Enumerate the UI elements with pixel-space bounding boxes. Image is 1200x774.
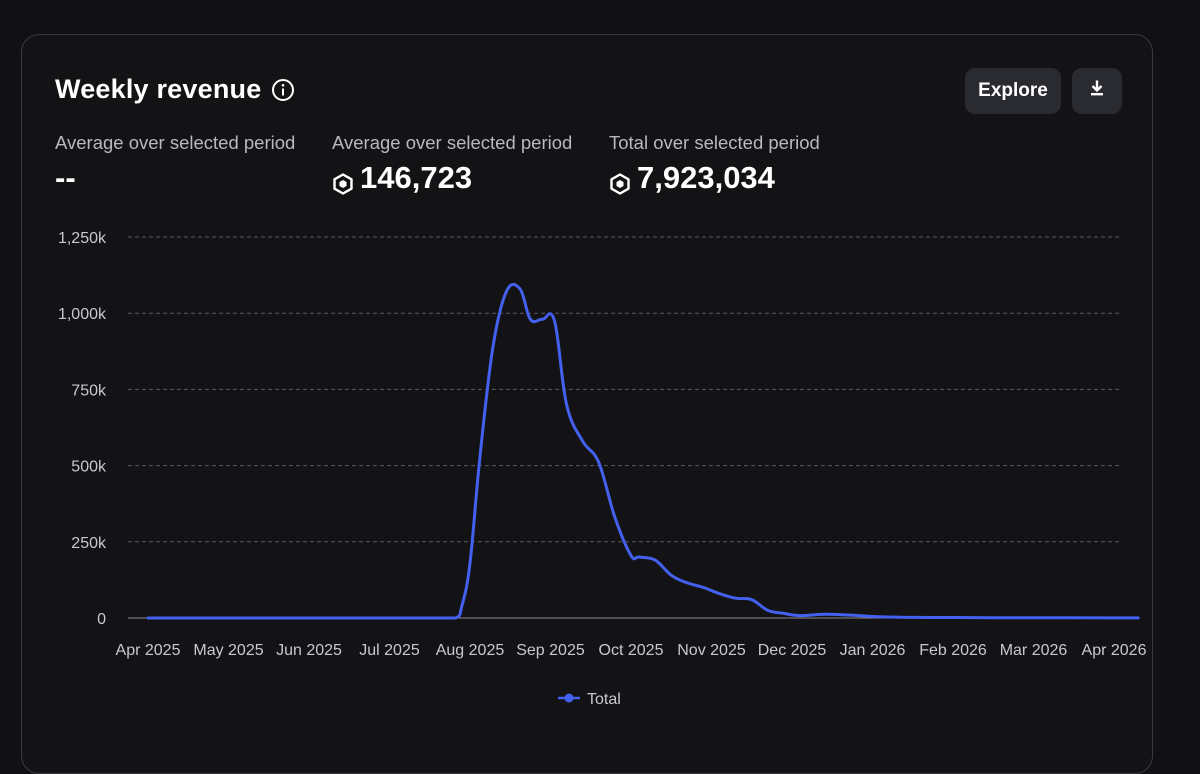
title-row: Weekly revenue	[55, 74, 295, 105]
x-tick-label: May 2025	[193, 642, 263, 659]
stat-value: 7,923,034	[609, 160, 820, 196]
y-tick-label: 500k	[71, 459, 107, 476]
x-tick-label: Aug 2025	[436, 642, 505, 659]
x-tick-label: Jul 2025	[359, 642, 420, 659]
revenue-line-chart: 0 250k 500k 750k 1,000k 1,250k Apr 2025 May 202…	[58, 230, 1147, 659]
x-tick-label: Nov 2025	[677, 642, 746, 659]
x-tick-label: Sep 2025	[516, 642, 585, 659]
x-tick-label: Mar 2026	[1000, 642, 1068, 659]
stat-label: Average over selected period	[332, 132, 573, 153]
x-tick-label: Jun 2025	[276, 642, 342, 659]
x-tick-label: Jan 2026	[840, 642, 906, 659]
robux-icon	[609, 167, 631, 195]
chart-legend[interactable]: Total	[557, 691, 621, 709]
stat-value-text: 7,923,034	[637, 160, 775, 195]
x-tick-label: Apr 2025	[116, 642, 181, 659]
stat-value-text: 146,723	[360, 160, 473, 195]
stat-average-2: Average over selected period 146,723	[332, 132, 572, 196]
x-tick-label: Dec 2025	[758, 642, 827, 659]
y-tick-label: 0	[97, 611, 106, 628]
stat-value-text: --	[55, 160, 76, 195]
stat-total: Total over selected period 7,923,034	[609, 132, 820, 196]
robux-icon	[332, 167, 354, 195]
stat-label: Total over selected period	[609, 132, 820, 153]
download-icon	[1088, 79, 1106, 103]
y-tick-label: 1,000k	[58, 306, 107, 323]
legend-label: Total	[587, 691, 621, 708]
stat-value: 146,723	[332, 160, 572, 196]
y-tick-label: 250k	[71, 535, 107, 552]
download-button[interactable]	[1072, 68, 1122, 114]
info-icon[interactable]	[271, 78, 295, 102]
x-tick-label: Oct 2025	[599, 642, 664, 659]
explore-button[interactable]: Explore	[965, 68, 1061, 114]
series-line-total[interactable]	[146, 282, 1140, 620]
y-tick-label: 750k	[71, 382, 107, 399]
x-tick-label: Apr 2026	[1082, 642, 1147, 659]
page-title: Weekly revenue	[55, 74, 262, 104]
stat-average-1: Average over selected period --	[55, 132, 295, 196]
legend-marker-icon	[557, 691, 581, 709]
stat-label: Average over selected period	[55, 132, 296, 153]
x-tick-label: Feb 2026	[919, 642, 987, 659]
revenue-card	[21, 34, 1153, 774]
stat-value: --	[55, 160, 295, 196]
y-tick-label: 1,250k	[58, 230, 107, 247]
